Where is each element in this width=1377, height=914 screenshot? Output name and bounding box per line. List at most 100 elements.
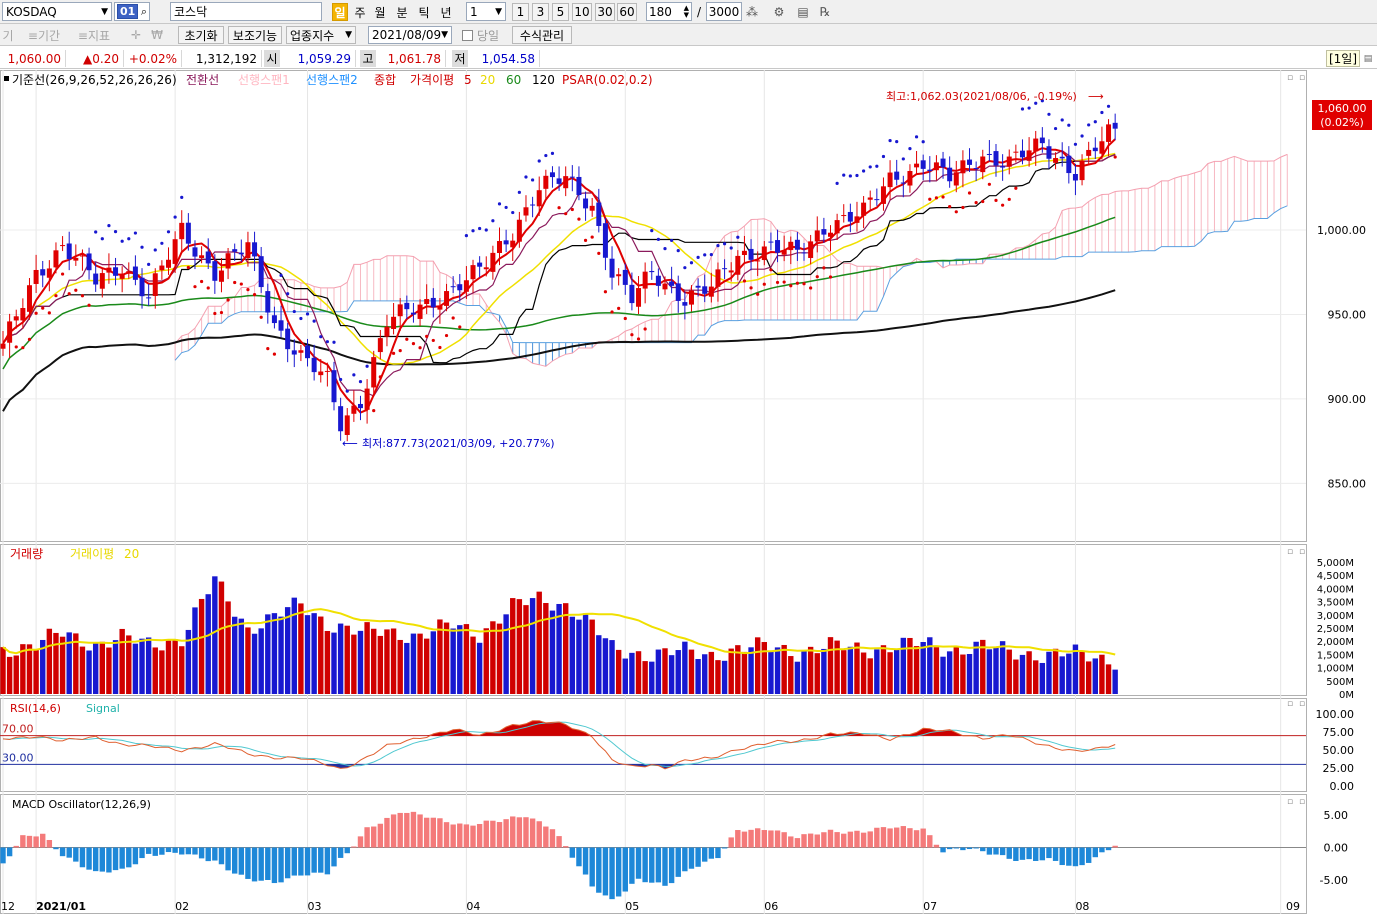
candle-body — [867, 197, 873, 200]
candle-body — [285, 328, 291, 350]
candle-body — [914, 163, 920, 168]
psar-dot — [332, 340, 336, 344]
period-minute-button[interactable]: 분 — [396, 5, 408, 20]
candle-body — [967, 159, 973, 165]
candle-body — [232, 249, 238, 252]
macd-bar — [1046, 847, 1052, 859]
psar-dot — [1080, 134, 1084, 138]
candle-body — [152, 273, 158, 296]
toolbar-row-2: 기 ≡기간 ≡지표 ✛ ₩ 초기화 보조기능 업종지수 ▼ 2021/08/09… — [0, 24, 1377, 46]
today-checkbox[interactable]: 당일 — [462, 26, 512, 44]
period-tick-button[interactable]: 틱 — [418, 5, 430, 20]
macd-bar — [649, 847, 655, 883]
volume-bar — [1039, 662, 1046, 694]
y-axis-labels: 850.00 900.00 950.00 1,000.00 5,000M 4,500M 4,… — [1316, 224, 1367, 887]
macd-bar — [40, 833, 46, 848]
volume-bar — [476, 642, 483, 694]
last-price-tag — [1312, 100, 1372, 130]
quick-unit-1[interactable]: 1 — [512, 3, 529, 21]
candle-body — [556, 178, 562, 184]
won-icon[interactable]: ₩ — [151, 28, 163, 42]
count-stepper[interactable]: 180 ▲ ▼ — [646, 2, 692, 21]
period-month-button[interactable]: 월 — [374, 5, 386, 20]
expand-icon[interactable]: ⁂ — [746, 5, 758, 19]
candle-body — [781, 250, 787, 255]
candle-body — [788, 241, 794, 251]
macd-bar — [205, 847, 211, 862]
date-picker[interactable]: 2021/08/09 ▼ — [368, 26, 452, 44]
code-lookup[interactable]: 01 ⌕ — [114, 2, 150, 21]
macd-bar — [933, 844, 940, 848]
crosshair-icon[interactable]: ✛ — [130, 28, 142, 42]
macd-bar — [410, 811, 417, 848]
macd-bar — [390, 814, 397, 848]
legend-signal: Signal — [86, 702, 120, 715]
unit-select[interactable]: 1 ▼ — [466, 2, 506, 21]
search-icon[interactable]: ⌕ — [140, 4, 147, 18]
high-arrow-icon: ⟶ — [1088, 90, 1104, 103]
formula-button[interactable]: 수식관리 — [512, 26, 572, 44]
reset-button[interactable]: 초기화 — [178, 26, 224, 44]
macd-bar — [563, 846, 569, 848]
psar-dot — [696, 255, 700, 259]
sector-select[interactable]: 업종지수 ▼ — [286, 26, 356, 44]
close-icon[interactable]: ▫ — [1299, 699, 1305, 709]
x-tick-label: 08 — [1075, 900, 1089, 913]
market-select[interactable]: KOSDAQ ▼ — [2, 2, 112, 21]
quick-unit-60[interactable]: 60 — [617, 3, 637, 21]
checkbox-icon[interactable] — [462, 29, 473, 41]
period-week-button[interactable]: 주 — [354, 5, 366, 20]
period-year-button[interactable]: 년 — [440, 5, 452, 20]
psar-dot — [286, 292, 290, 296]
volume-bar — [145, 637, 152, 694]
psar-dot — [895, 140, 899, 144]
save-icon[interactable]: ▤ — [797, 5, 809, 19]
candle-body — [543, 175, 549, 189]
panel-controls[interactable]: ▫ ▫ ▫ ▫ ▫ ▫ ▫ ▫ — [1287, 73, 1305, 807]
candle-body — [589, 205, 595, 211]
minimize-icon[interactable]: ▫ — [1287, 699, 1293, 709]
quick-unit-10[interactable]: 10 — [572, 3, 592, 21]
minimize-icon[interactable]: ▫ — [1287, 73, 1293, 83]
quick-unit-30[interactable]: 30 — [595, 3, 615, 21]
psar-dot — [511, 210, 515, 215]
psar-dot — [756, 292, 760, 296]
macd-legend: MACD Oscillator(12,26,9) — [12, 798, 151, 811]
assist-button[interactable]: 보조기능 — [228, 26, 282, 44]
stepper-arrows-icon[interactable]: ▲ ▼ — [683, 3, 689, 19]
minimize-icon[interactable]: ▫ — [1287, 797, 1293, 807]
psar-dot — [749, 286, 753, 290]
left-gray-button[interactable]: 기 — [2, 28, 14, 43]
gear-icon[interactable]: ⚙ — [773, 5, 785, 19]
close-icon[interactable]: ▫ — [1299, 73, 1305, 83]
chart-area[interactable]: 70.00 30.00 850.00 900.00 950.00 1,000.00 5,0… — [0, 70, 1377, 914]
psar-dot — [815, 275, 819, 279]
macd-bar — [92, 847, 99, 872]
indicator-gray-button[interactable]: ≡지표 — [77, 28, 111, 43]
volume-bar — [880, 645, 887, 694]
close-icon[interactable]: ▫ — [1299, 547, 1305, 557]
market-name-field[interactable]: 코스닥 — [170, 2, 322, 21]
psar-dot — [259, 315, 263, 319]
candle-body — [662, 283, 668, 290]
candle-body — [583, 198, 589, 209]
code-button[interactable]: 01 — [117, 4, 139, 19]
candle-body — [940, 158, 946, 168]
period-day-button[interactable]: 일 — [332, 3, 348, 21]
quick-unit-5[interactable]: 5 — [552, 3, 569, 21]
candle-body — [377, 338, 383, 353]
macd-bar — [774, 830, 781, 848]
close-icon[interactable]: ▫ — [1299, 797, 1305, 807]
volume-bar — [1052, 648, 1059, 694]
volume-bar — [377, 635, 384, 694]
quick-unit-3[interactable]: 3 — [532, 3, 549, 21]
macd-bar — [761, 830, 767, 848]
minimize-icon[interactable]: ▫ — [1287, 547, 1293, 557]
period-gray-button[interactable]: ≡기간 — [27, 28, 61, 43]
indicator-icon[interactable]: ℞ — [819, 5, 831, 19]
total-count-field[interactable]: 3000 — [706, 2, 742, 21]
macd-bar — [225, 847, 231, 871]
candlesticks — [0, 113, 1118, 442]
panel-toggle-icon[interactable]: ▤ — [1363, 53, 1373, 64]
candle-body — [682, 302, 688, 306]
